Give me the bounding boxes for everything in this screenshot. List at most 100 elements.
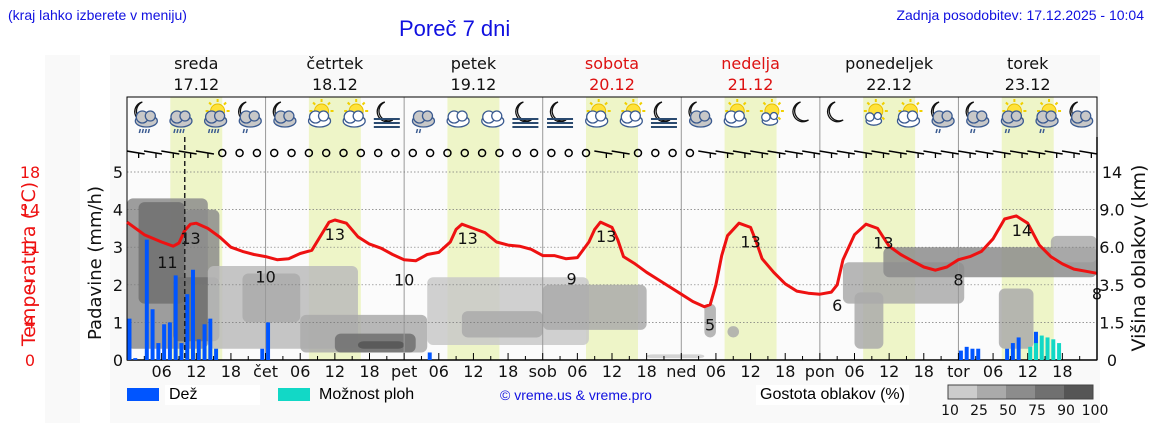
cloud-scale-label: 75 — [1028, 403, 1046, 419]
wind-calm-icon — [443, 148, 452, 158]
x-tick-label: 12 — [325, 362, 345, 381]
night-cloud-drizzle-icon — [238, 101, 262, 134]
legend-rain-swatch — [127, 388, 159, 401]
showers-bar — [1033, 343, 1038, 360]
rain-drop-icon — [138, 128, 142, 134]
temperature-tick-label: 4 — [25, 313, 35, 332]
rain-bar — [167, 322, 172, 360]
wind-calm-icon — [564, 148, 573, 158]
sun-ray-icon — [638, 101, 643, 106]
night-fog-icon — [650, 101, 677, 128]
night-cloud-icon — [688, 101, 713, 128]
rain-bar — [427, 352, 432, 360]
sun-ray-icon — [881, 116, 886, 121]
cloud-puff-icon — [248, 110, 260, 122]
day-name: ponedeljek — [845, 54, 934, 73]
rain-drop-icon — [147, 128, 151, 134]
showers-bar — [1045, 337, 1050, 360]
night-fog-icon — [373, 101, 400, 128]
sun-ray-icon — [728, 101, 732, 106]
wind-barb-icon — [836, 150, 855, 155]
wind-calm-icon — [391, 148, 400, 158]
cloud-puff-icon — [761, 112, 771, 122]
sun-cloud-icon — [342, 99, 369, 128]
rain-bar — [202, 324, 207, 360]
cloud-icon — [481, 110, 505, 128]
rain-bar — [976, 348, 981, 360]
cloud-density-area — [138, 202, 185, 304]
moon-icon — [653, 101, 671, 123]
x-tick-label: 06 — [567, 362, 587, 381]
x-tick-label: pon — [805, 362, 835, 381]
x-tick-label: 18 — [636, 362, 656, 381]
precip-tick-label: 1 — [113, 313, 123, 332]
cloud-density-area — [461, 311, 543, 338]
cloud-density-area — [998, 288, 1034, 349]
moon-icon — [515, 101, 532, 123]
day-name: nedelja — [721, 54, 780, 73]
sun-ray-icon — [589, 101, 594, 106]
wind-barb-icon — [1079, 150, 1098, 155]
rain-bar — [1016, 337, 1021, 360]
cloud-puff-icon — [1080, 110, 1092, 122]
wind-barb-icon — [126, 150, 145, 155]
moon-icon — [826, 101, 844, 123]
cloud-puff-icon — [733, 110, 745, 122]
temperature-label: 5 — [705, 316, 715, 335]
wind-barb-icon — [1009, 150, 1029, 155]
wind-barb-icon — [698, 150, 717, 155]
rain-drop-icon — [173, 128, 176, 134]
sun-ray-icon — [777, 116, 782, 121]
temperature-tick-label: 0 — [25, 351, 35, 370]
wind-barb-icon — [732, 150, 752, 155]
x-tick-label: 18 — [359, 362, 379, 381]
rain-bar — [179, 343, 184, 360]
temperature-label: 6 — [832, 296, 842, 315]
sun-cloud-small-icon — [863, 99, 888, 126]
rain-drop-icon — [179, 128, 182, 134]
sun-ray-icon — [916, 101, 920, 106]
precip-axis-title: Padavine (mm/h) — [85, 186, 106, 340]
precip-tick-label: 5 — [113, 163, 123, 182]
rain-bar — [970, 348, 975, 360]
x-tick-label: 06 — [429, 362, 449, 381]
wind-barb-icon — [178, 150, 197, 155]
cloud-density-area — [854, 292, 884, 349]
x-tick-label: 12 — [740, 362, 760, 381]
rain-bar — [1010, 343, 1015, 360]
showers-bar — [1057, 343, 1062, 360]
cloud-density-area — [1050, 235, 1097, 263]
cloud-puff-icon — [456, 110, 468, 122]
sun-cloud-icon — [585, 99, 611, 128]
cloud-puff-icon — [864, 112, 875, 122]
sun-ray-icon — [1020, 101, 1024, 106]
rain-drop-icon — [1042, 128, 1045, 134]
night-cloud-icon — [272, 101, 297, 128]
rain-bar — [1005, 348, 1010, 360]
wind-barb-icon — [195, 150, 215, 155]
temperature-label: 13 — [180, 229, 200, 248]
showers-bar — [1039, 335, 1044, 360]
day-name: sobota — [585, 54, 639, 73]
sun-ray-icon — [223, 101, 227, 106]
cloud-puff-icon — [179, 110, 191, 122]
rain-bar — [127, 318, 132, 360]
temperature-axis-title: Temperatura (°C) — [18, 182, 40, 347]
sun-cloud-small-icon — [759, 99, 784, 126]
cloud-scale-label: 100 — [1082, 403, 1109, 419]
day-name: torek — [1007, 54, 1049, 73]
sun-cloud-rain-icon — [203, 99, 230, 134]
sun-cloud-drizzle-icon — [1000, 99, 1027, 134]
copyright-link[interactable]: © vreme.us & vreme.pro — [500, 387, 652, 403]
rain-bar — [260, 348, 265, 360]
rain-drop-icon — [1039, 128, 1042, 134]
cloud-puff-icon — [629, 110, 641, 122]
sun-ray-icon — [361, 101, 366, 106]
temperature-label: 10 — [394, 271, 414, 290]
wind-barb-icon — [923, 150, 942, 155]
x-tick-label: 06 — [844, 362, 864, 381]
cloud-scale-label: 10 — [941, 403, 959, 419]
wind-barb-icon — [161, 150, 180, 155]
day-date: 19.12 — [451, 75, 497, 94]
cloud-scale-label: 90 — [1057, 403, 1075, 419]
